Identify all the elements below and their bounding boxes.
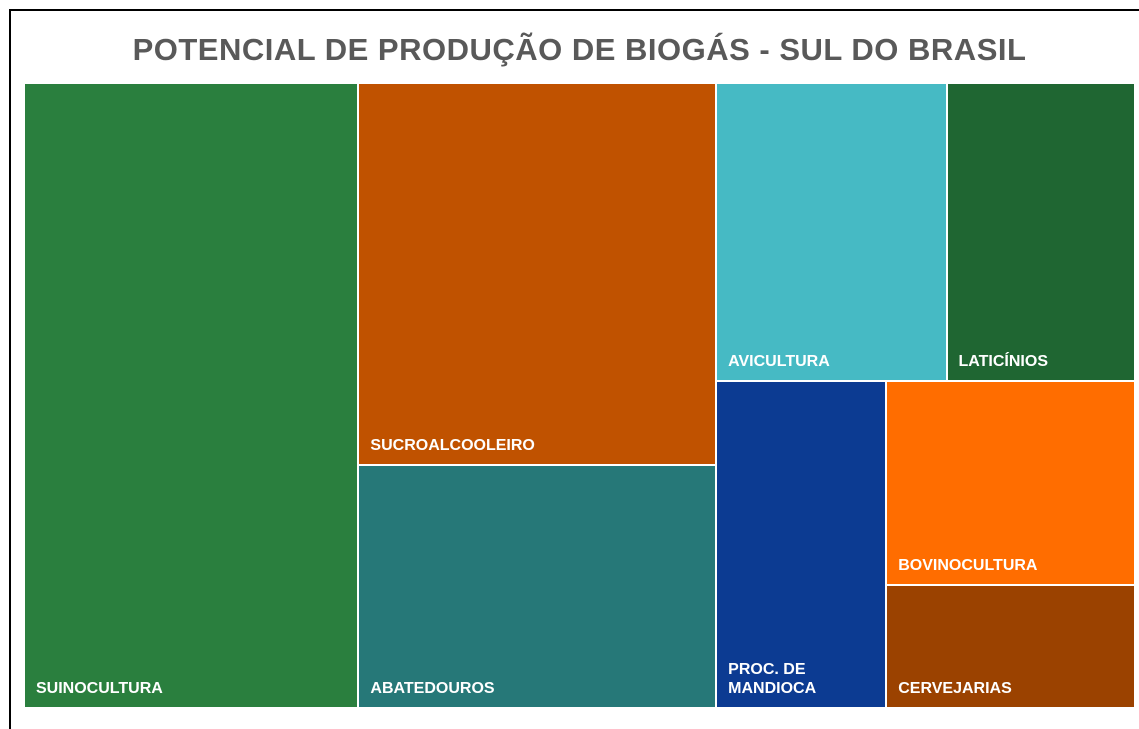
cell-label: AVICULTURA	[728, 353, 830, 371]
cell-label: SUCROALCOOLEIRO	[370, 437, 535, 455]
cell-label: PROC. DE MANDIOCA	[728, 660, 817, 697]
treemap-cell: CERVEJARIAS	[886, 585, 1135, 708]
treemap-cell: ABATEDOUROS	[358, 465, 717, 708]
chart-title: POTENCIAL DE PRODUÇÃO DE BIOGÁS - SUL DO…	[132, 32, 1027, 67]
cell-label: BOVINOCULTURA	[898, 557, 1038, 575]
cell-label: CERVEJARIAS	[898, 679, 1012, 697]
treemap-cell: LATICÍNIOS	[946, 83, 1135, 382]
treemap-cell: BOVINOCULTURA	[886, 381, 1135, 586]
treemap-cell: PROC. DE MANDIOCA	[716, 381, 887, 708]
cell-label: LATICÍNIOS	[958, 353, 1048, 371]
treemap-cell: AVICULTURA	[716, 83, 947, 382]
frame	[9, 9, 1139, 729]
treemap-cell: SUINOCULTURA	[24, 83, 359, 708]
treemap-cell: SUCROALCOOLEIRO	[358, 83, 717, 466]
cell-label: SUINOCULTURA	[36, 680, 163, 697]
plot-area: SUINOCULTURA SUCROALCOOLEIRO ABATEDOUROS AV…	[24, 83, 1135, 708]
cell-label: ABATEDOUROS	[370, 679, 495, 697]
